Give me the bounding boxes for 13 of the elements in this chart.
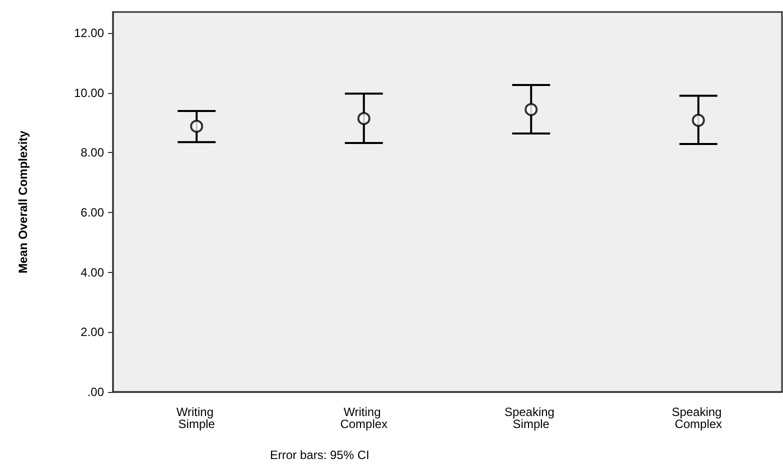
x-tick-label: Writing Simple — [176, 405, 217, 431]
y-tick-label: 8.00 — [80, 146, 104, 160]
y-tick-label: 4.00 — [80, 265, 104, 280]
y-tick-label: 10.00 — [74, 86, 104, 100]
y-axis-title: Mean Overall Complexity — [16, 130, 30, 274]
x-tick-label: Speaking Simple — [504, 405, 558, 431]
y-tick-label: 6.00 — [80, 205, 104, 220]
x-tick-label: Writing Complex — [340, 405, 388, 431]
x-tick-label: Speaking Complex — [672, 405, 726, 431]
y-tick-label: 2.00 — [80, 325, 104, 340]
y-tick-label: .00 — [87, 385, 104, 399]
y-tick-label: 12.00 — [74, 26, 104, 40]
text: Error bars: 95% CI — [270, 448, 370, 462]
